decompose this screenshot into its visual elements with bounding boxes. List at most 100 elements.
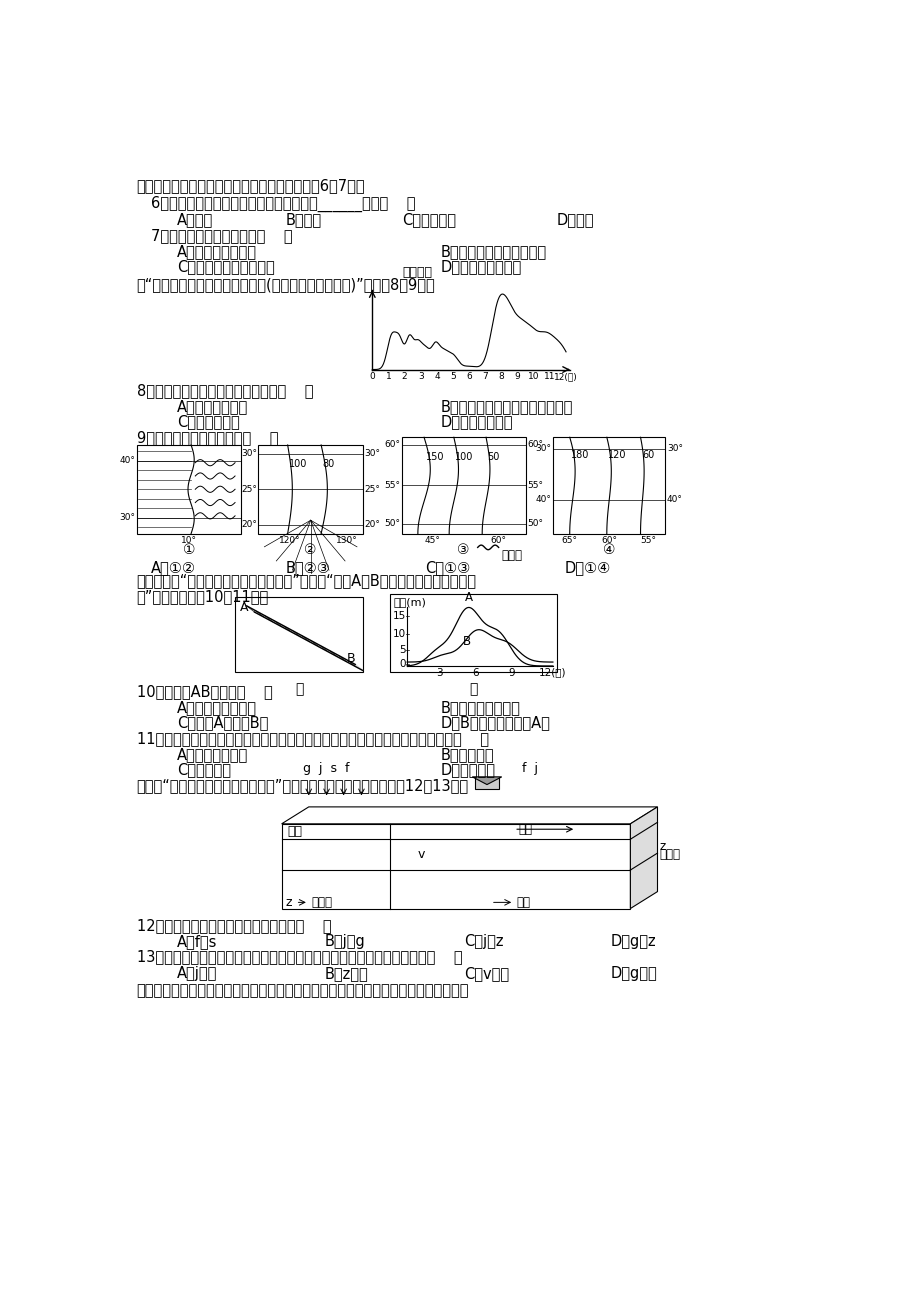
- Text: 55°: 55°: [640, 536, 655, 544]
- Text: A．明显减少水污染: A．明显减少水污染: [176, 243, 256, 259]
- Text: A．气旋活动频繁: A．气旋活动频繁: [176, 747, 248, 762]
- Text: 120: 120: [607, 449, 626, 460]
- Text: B．调节水资源的时空分配: B．调节水资源的时空分配: [440, 243, 546, 259]
- Text: 40°: 40°: [535, 495, 550, 504]
- Text: A．①②: A．①②: [151, 560, 196, 574]
- Text: 7: 7: [482, 372, 488, 381]
- Text: 读“某河相对流量过程曲线示意图(该河以雨水补给为主)”，回姜8～9题。: 读“某河相对流量过程曲线示意图(该河以雨水补给为主)”，回姜8～9题。: [137, 277, 435, 292]
- Text: g  j  s  f: g j s f: [303, 762, 349, 775]
- Text: 9: 9: [514, 372, 520, 381]
- Text: 20°: 20°: [241, 521, 256, 529]
- Text: 8．该河流域内的气候类型不可能是（    ）: 8．该河流域内的气候类型不可能是（ ）: [137, 383, 312, 398]
- Text: 55°: 55°: [527, 480, 543, 490]
- Text: A: A: [240, 602, 248, 615]
- Text: 10: 10: [392, 629, 405, 639]
- Text: 下图为“水源污染的主要途径示意图”，读图并结合水循环过程，回姜12～13题。: 下图为“水源污染的主要途径示意图”，读图并结合水循环过程，回姜12～13题。: [137, 779, 469, 793]
- Text: C．①③: C．①③: [425, 560, 470, 574]
- Text: 20°: 20°: [364, 521, 380, 529]
- Text: 60°: 60°: [527, 440, 543, 449]
- Bar: [390, 594, 556, 672]
- Text: 40°: 40°: [119, 457, 135, 465]
- Text: 30°: 30°: [119, 513, 135, 522]
- Text: 30°: 30°: [535, 444, 550, 453]
- Text: 水位(m): 水位(m): [393, 598, 426, 608]
- Text: 6: 6: [466, 372, 471, 381]
- Text: A．j有关: A．j有关: [176, 966, 217, 982]
- Text: v: v: [417, 848, 425, 861]
- Text: D．g和z: D．g和z: [610, 934, 656, 949]
- Text: 相对流量: 相对流量: [402, 267, 432, 280]
- Text: 60°: 60°: [384, 440, 400, 449]
- Text: 100: 100: [455, 452, 473, 461]
- Text: ④: ④: [602, 543, 615, 557]
- Text: D．①④: D．①④: [564, 560, 610, 574]
- Text: 25°: 25°: [364, 484, 380, 493]
- Text: 30°: 30°: [666, 444, 682, 453]
- Text: 3: 3: [436, 668, 442, 677]
- Text: 10: 10: [528, 372, 539, 381]
- Text: D．明显促进水循环: D．明显促进水循环: [440, 259, 521, 275]
- Text: 130°: 130°: [336, 536, 357, 544]
- Text: 地表水: 地表水: [659, 848, 680, 861]
- Text: 10．甲图中AB段河流（    ）: 10．甲图中AB段河流（ ）: [137, 685, 272, 699]
- Text: 地下水: 地下水: [311, 896, 332, 909]
- Text: 5: 5: [449, 372, 456, 381]
- Text: 11: 11: [543, 372, 555, 381]
- Text: 6: 6: [471, 668, 479, 677]
- Text: 7．拦蓄和利用雨水，可以（    ）: 7．拦蓄和利用雨水，可以（ ）: [151, 229, 292, 243]
- Text: 60°: 60°: [600, 536, 617, 544]
- Text: z: z: [659, 840, 665, 853]
- Text: ①: ①: [183, 543, 195, 557]
- Text: A．由西北流向东南: A．由西北流向东南: [176, 700, 256, 715]
- Text: 海流发电是依靠海流的冲击力使水轮机旋转，然后再带动发电机发电。目前，海流发电: 海流发电是依靠海流的冲击力使水轮机旋转，然后再带动发电机发电。目前，海流发电: [137, 983, 469, 999]
- Text: ②: ②: [304, 543, 316, 557]
- Text: 图”。读图，完成10～11题。: 图”。读图，完成10～11题。: [137, 589, 268, 604]
- Text: 30°: 30°: [364, 449, 380, 458]
- Text: A．f和s: A．f和s: [176, 934, 217, 949]
- Polygon shape: [246, 605, 363, 671]
- Text: B: B: [462, 635, 471, 648]
- Polygon shape: [471, 777, 501, 785]
- Bar: [137, 445, 241, 534]
- Text: 乙: 乙: [469, 682, 477, 697]
- Text: C．地中海气候: C．地中海气候: [176, 414, 240, 430]
- Text: 1: 1: [385, 372, 391, 381]
- Text: A．热带草原气候: A．热带草原气候: [176, 398, 248, 414]
- Text: 60: 60: [641, 449, 653, 460]
- Text: ③: ③: [457, 543, 470, 557]
- Text: 9: 9: [508, 668, 515, 677]
- Text: 灌溉: 灌溉: [517, 823, 531, 836]
- Text: 15: 15: [391, 611, 405, 621]
- Text: 12．我国水污染的主要污染源为图中的（    ）: 12．我国水污染的主要污染源为图中的（ ）: [137, 918, 331, 934]
- Text: 55°: 55°: [384, 480, 400, 490]
- Text: 12(月): 12(月): [539, 668, 566, 677]
- Polygon shape: [281, 824, 630, 909]
- Text: 80: 80: [323, 460, 335, 470]
- Text: 等高线: 等高线: [501, 549, 521, 562]
- Text: C．水汽输送: C．水汽输送: [402, 212, 455, 227]
- Polygon shape: [281, 807, 657, 824]
- Text: B．降水: B．降水: [285, 212, 322, 227]
- Text: 10°: 10°: [181, 536, 197, 544]
- Text: D．春雨鰜鰜: D．春雨鰜鰜: [440, 762, 495, 777]
- Text: 45°: 45°: [425, 536, 440, 544]
- Text: 水来冲厕所、洗马桶和清洁车辆。根据资料完分6～7题。: 水来冲厕所、洗马桶和清洁车辆。根据资料完分6～7题。: [137, 178, 365, 193]
- Text: 60°: 60°: [490, 536, 506, 544]
- Text: 补给: 补给: [516, 896, 530, 909]
- Text: 65°: 65°: [562, 536, 577, 544]
- Text: 30°: 30°: [241, 449, 256, 458]
- Text: C．v有关: C．v有关: [463, 966, 508, 982]
- Text: A．蔃发: A．蔃发: [176, 212, 213, 227]
- Text: C．水位A处低于B处: C．水位A处低于B处: [176, 715, 268, 730]
- Bar: [258, 445, 363, 534]
- Text: B．z有关: B．z有关: [323, 966, 368, 982]
- Text: B．②③: B．②③: [285, 560, 330, 574]
- Text: 0: 0: [369, 372, 375, 381]
- Bar: [235, 596, 363, 672]
- Text: C．改善水资源利用结构: C．改善水资源利用结构: [176, 259, 275, 275]
- Text: B．由东南流向西北: B．由东南流向西北: [440, 700, 520, 715]
- Text: 50°: 50°: [527, 519, 543, 529]
- Text: B．j和g: B．j和g: [323, 934, 365, 949]
- Polygon shape: [630, 807, 657, 909]
- Bar: [402, 437, 525, 534]
